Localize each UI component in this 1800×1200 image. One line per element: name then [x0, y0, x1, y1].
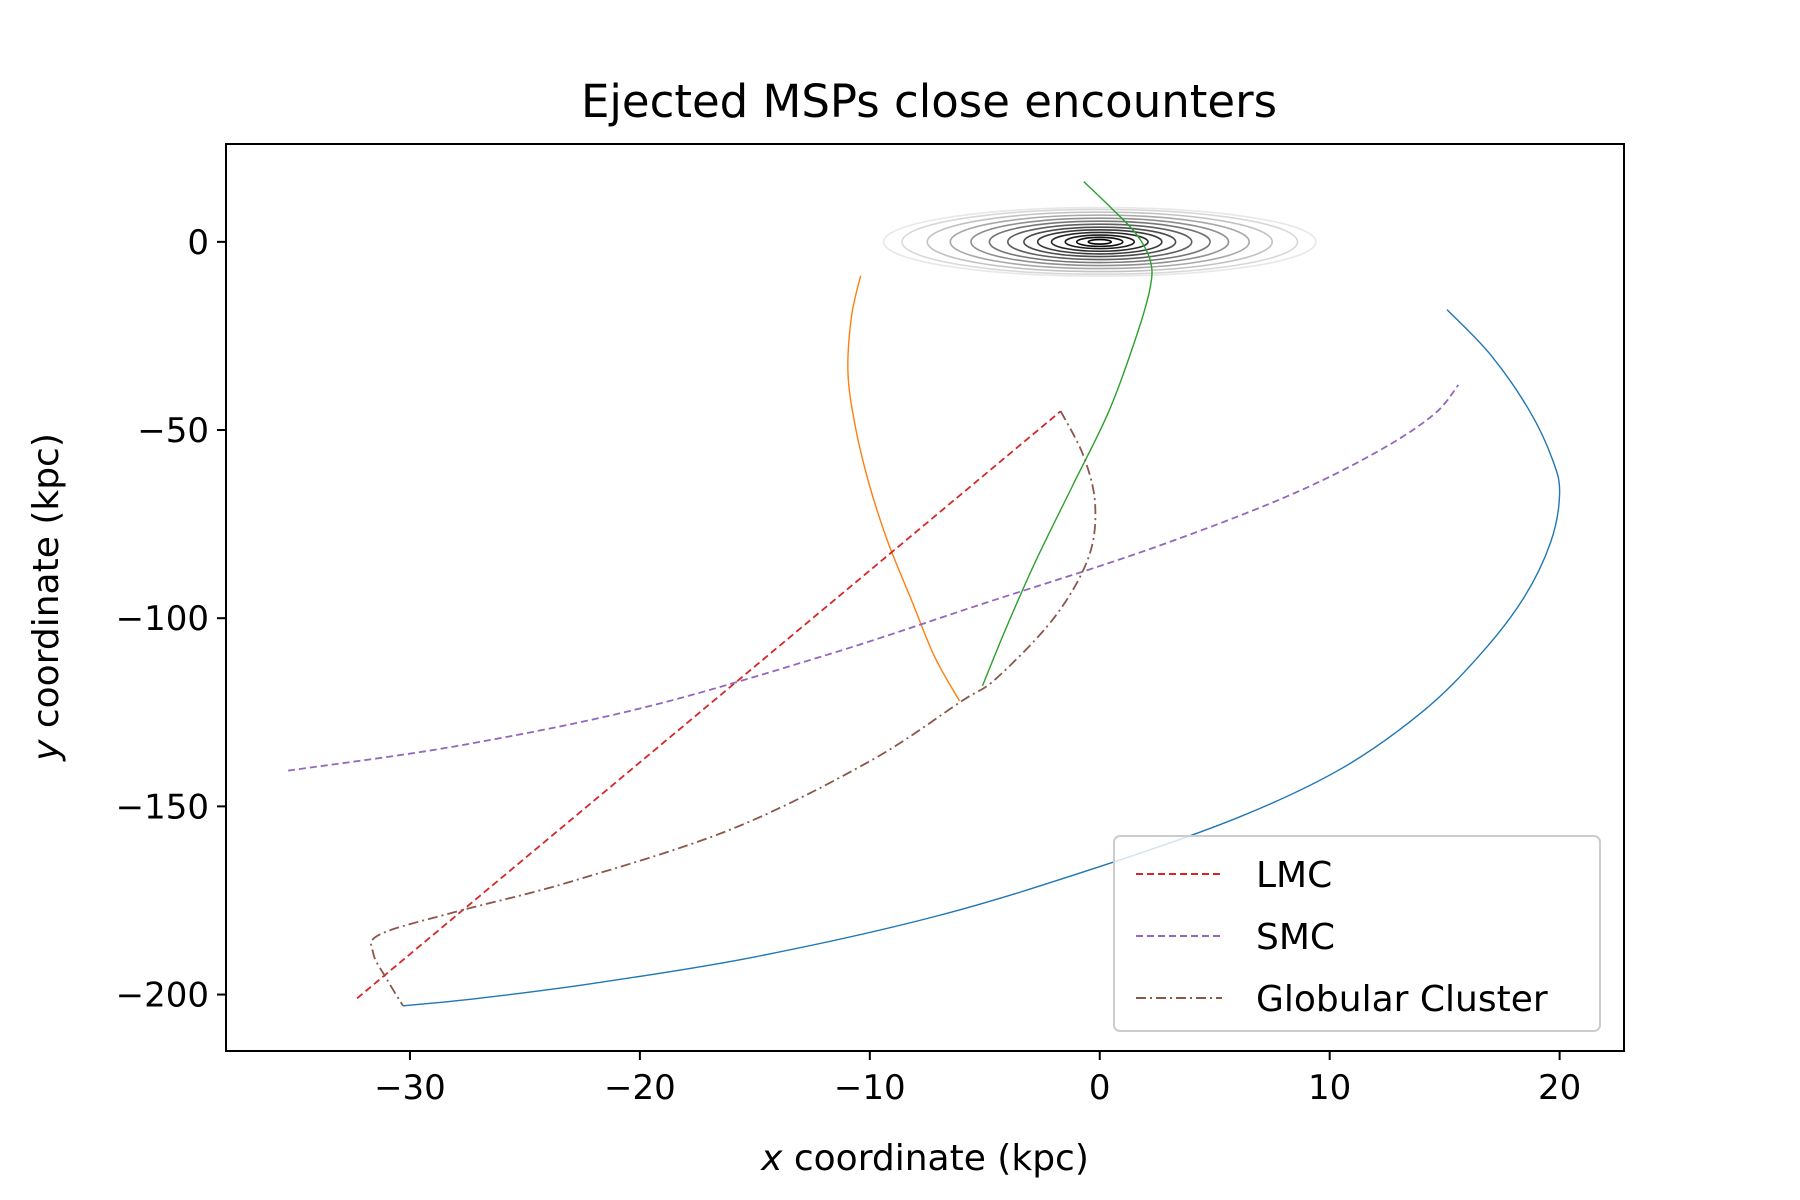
series-line-trajectory-3 [981, 181, 1153, 687]
series-line-lmc [356, 410, 1062, 999]
galaxy-contour [949, 214, 1251, 270]
galaxy-contour [988, 220, 1211, 264]
legend: LMC SMC Globular Cluster [1113, 835, 1601, 1032]
x-axis-label: x coordinate (kpc) [760, 1138, 1089, 1179]
series-line-trajectory-2 [847, 275, 961, 702]
galaxy-contour [1064, 234, 1136, 250]
galaxy-contour [901, 208, 1299, 276]
chart-title: Ejected MSPs close encounters [581, 75, 1277, 128]
legend-label: LMC [1256, 855, 1332, 896]
series-line-smc [287, 384, 1460, 772]
galaxy-contour [1075, 236, 1124, 248]
galaxy-contour [1087, 238, 1113, 245]
y-tick-label: −150 [116, 787, 209, 827]
galaxy-contour [1006, 223, 1193, 261]
galaxy-contour [1050, 231, 1149, 253]
series-line-trajectory-1 [402, 309, 1561, 1007]
galaxy-contour [926, 211, 1274, 273]
y-tick-label: 0 [187, 223, 209, 263]
legend-frame [1113, 835, 1601, 1032]
y-tick-label: −100 [116, 599, 209, 639]
y-tick-label: −50 [137, 411, 209, 451]
plot-frame [225, 143, 1625, 1052]
series-group [287, 181, 1561, 1007]
series-line-globular-cluster [370, 410, 1097, 1007]
y-axis-ticks: 0 −50 −100 −150 −200 [116, 223, 226, 1016]
x-axis-ticks: −30 −20 −10 0 10 20 [374, 1051, 1581, 1108]
galaxy-contours [882, 206, 1317, 277]
x-tick-label: 10 [1308, 1068, 1351, 1108]
x-tick-label: 20 [1538, 1068, 1581, 1108]
legend-label: SMC [1256, 917, 1335, 958]
x-tick-label: −20 [604, 1068, 676, 1108]
x-tick-label: −30 [374, 1068, 446, 1108]
galaxy-contour [882, 206, 1317, 277]
x-tick-label: 0 [1089, 1068, 1111, 1108]
legend-label: Globular Cluster [1256, 979, 1548, 1020]
galaxy-contour [1036, 229, 1163, 255]
galaxy-contour [970, 217, 1230, 267]
y-tick-label: −200 [116, 976, 209, 1016]
y-axis-label: y coordinate (kpc) [26, 433, 67, 762]
galaxy-contour [1023, 226, 1177, 258]
x-tick-label: −10 [834, 1068, 906, 1108]
